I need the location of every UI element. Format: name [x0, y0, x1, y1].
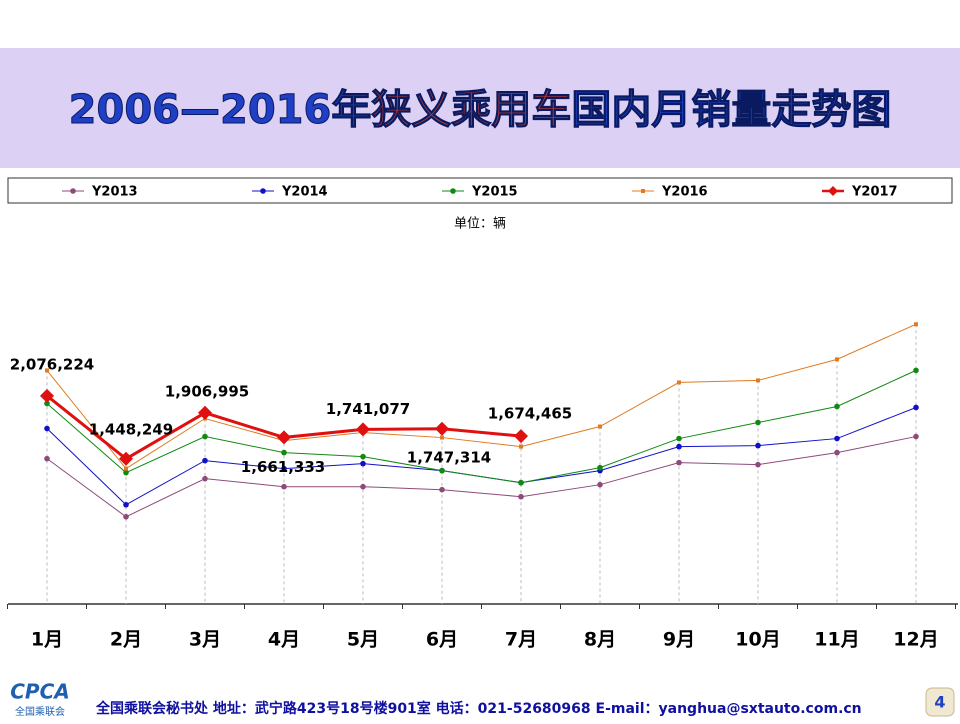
marker	[356, 422, 370, 437]
marker	[834, 449, 840, 456]
marker	[202, 433, 208, 440]
marker	[277, 430, 291, 445]
marker	[281, 449, 287, 456]
title-part: 2006—2016年	[69, 87, 372, 133]
series-line	[46, 436, 917, 518]
marker	[913, 367, 919, 374]
marker	[755, 461, 761, 468]
marker	[641, 189, 645, 193]
marker	[518, 479, 524, 486]
marker	[44, 425, 50, 432]
marker	[439, 467, 445, 474]
footer-text: 全国乘联会秘书处 地址：武宁路423号18号楼901室 电话：021-52680…	[95, 700, 862, 717]
page-number: 4	[934, 693, 945, 712]
x-tick-label: 4月	[268, 629, 300, 651]
x-tick-label: 11月	[814, 629, 859, 651]
marker	[124, 466, 128, 471]
marker	[755, 419, 761, 426]
x-tick-label: 10月	[735, 629, 780, 651]
data-label: 1,906,995	[165, 382, 249, 400]
data-label: 2,076,224	[10, 355, 94, 373]
marker	[360, 483, 366, 490]
series-line	[46, 323, 917, 470]
marker	[202, 475, 208, 482]
marker	[123, 501, 129, 508]
marker	[914, 322, 918, 327]
logo: CPCA	[10, 680, 70, 704]
marker	[44, 400, 50, 407]
marker	[514, 429, 528, 444]
legend-label: Y2017	[851, 185, 898, 200]
marker	[360, 460, 366, 467]
marker	[45, 368, 49, 373]
x-tick-label: 7月	[505, 629, 537, 651]
marker	[202, 457, 208, 464]
page-badge	[925, 687, 955, 717]
marker	[676, 435, 682, 442]
chart-title: 2006—2016年狭义乘用车国内月销量走势图	[69, 87, 892, 133]
marker	[597, 464, 603, 471]
marker	[360, 453, 366, 460]
data-label: 1,747,314	[407, 448, 491, 466]
marker	[834, 403, 840, 410]
marker	[597, 481, 603, 488]
header-band	[0, 48, 960, 168]
marker	[519, 444, 523, 449]
marker	[835, 357, 839, 362]
logo-sub: 全国乘联会	[15, 705, 65, 718]
title-part: 国内月销量走势图	[571, 87, 891, 133]
marker	[123, 513, 129, 520]
marker	[828, 186, 838, 196]
title-part: 狭义乘用车	[371, 87, 571, 133]
data-label: 1,661,333	[241, 458, 325, 476]
marker	[450, 188, 456, 194]
x-tick-label: 2月	[110, 629, 142, 651]
marker	[598, 424, 602, 429]
marker	[913, 433, 919, 440]
marker	[281, 465, 287, 472]
data-label: 1,674,465	[488, 405, 572, 423]
marker	[281, 483, 287, 490]
marker	[756, 378, 760, 383]
x-tick-label: 12月	[893, 629, 938, 651]
x-tick-label: 6月	[426, 629, 458, 651]
marker	[440, 435, 444, 440]
legend	[7, 177, 953, 204]
marker	[119, 451, 133, 466]
x-tick-label: 5月	[347, 629, 379, 651]
marker	[260, 188, 266, 194]
series-line	[46, 369, 917, 484]
marker	[518, 493, 524, 500]
x-tick-label: 1月	[31, 629, 63, 651]
marker	[677, 380, 681, 385]
marker	[435, 421, 449, 436]
x-tick-label: 3月	[189, 629, 221, 651]
marker	[913, 404, 919, 411]
data-label: 1,448,249	[89, 420, 173, 438]
x-tick-label: 9月	[663, 629, 695, 651]
marker	[676, 459, 682, 466]
marker	[44, 455, 50, 462]
data-label: 1,741,077	[326, 400, 410, 418]
legend-label: Y2014	[281, 185, 328, 200]
marker	[439, 486, 445, 493]
marker	[123, 469, 129, 476]
marker	[198, 405, 212, 420]
legend-label: Y2015	[471, 185, 518, 200]
x-tick-label: 8月	[584, 629, 616, 651]
legend-label: Y2016	[661, 185, 708, 200]
unit-label: 单位：辆	[454, 217, 506, 232]
legend-label: Y2013	[91, 185, 138, 200]
marker	[70, 188, 76, 194]
marker	[755, 442, 761, 449]
marker	[834, 435, 840, 442]
marker	[40, 388, 54, 403]
marker	[676, 443, 682, 450]
